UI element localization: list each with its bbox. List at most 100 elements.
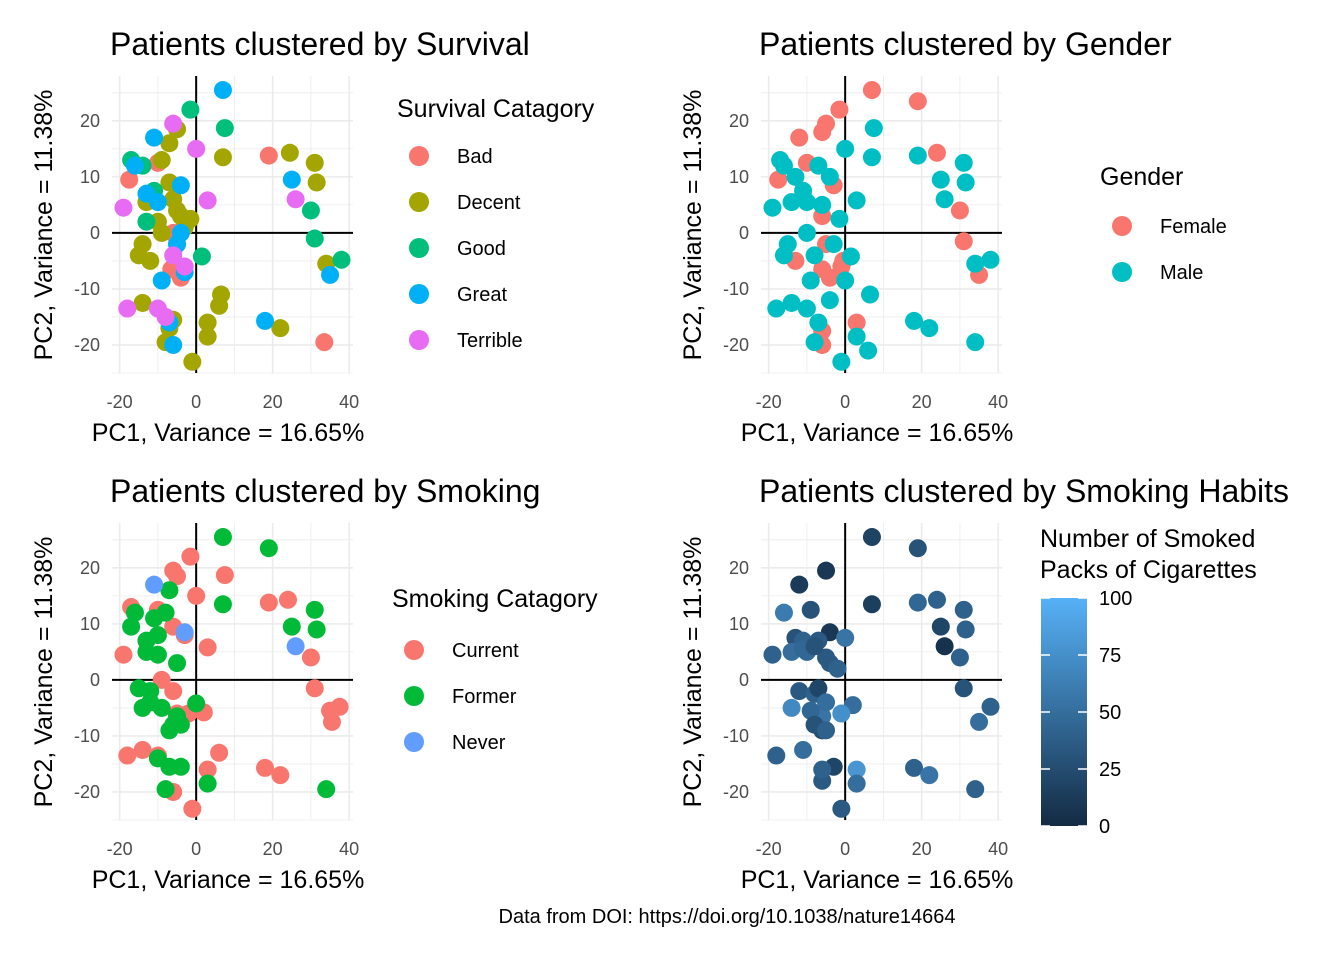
data-point — [213, 528, 232, 547]
data-point — [935, 637, 954, 656]
data-point — [908, 539, 927, 558]
x-tick-label: 20 — [912, 839, 932, 859]
data-point — [908, 146, 927, 165]
data-point — [213, 148, 232, 167]
data-point — [148, 193, 167, 212]
y-tick-label: 0 — [90, 670, 100, 690]
legend-title: Smoking Catagory — [392, 585, 598, 613]
data-point — [210, 743, 229, 762]
legend-label: Male — [1160, 262, 1203, 284]
y-tick-label: 10 — [80, 614, 100, 634]
colorbar-tick-label: 0 — [1099, 816, 1110, 838]
data-point — [305, 229, 324, 248]
data-point — [133, 293, 152, 312]
data-point — [847, 313, 866, 332]
legend-item: Great — [409, 284, 507, 306]
data-point — [148, 626, 167, 645]
y-tick-label: -10 — [723, 726, 749, 746]
data-point — [809, 679, 828, 698]
y-tick-label: 20 — [729, 558, 749, 578]
data-point — [956, 173, 975, 192]
data-point — [152, 223, 171, 242]
data-point — [301, 648, 320, 667]
data-point — [137, 212, 156, 231]
y-tick-label: 20 — [80, 558, 100, 578]
data-point — [809, 156, 828, 175]
legend-title: Gender — [1100, 163, 1183, 191]
x-tick-label: 40 — [339, 392, 359, 412]
data-point — [797, 299, 816, 318]
data-point — [164, 246, 183, 265]
data-point — [805, 246, 824, 265]
data-point — [156, 307, 175, 326]
x-tick-label: -20 — [107, 839, 133, 859]
data-point — [813, 123, 832, 142]
legend-label: Never — [452, 732, 506, 754]
x-axis-label: PC1, Variance = 16.65% — [92, 866, 365, 894]
y-tick-label: 10 — [80, 167, 100, 187]
data-point — [164, 682, 183, 701]
legend-swatch — [409, 146, 429, 166]
legend-label: Good — [457, 238, 506, 260]
data-point — [175, 257, 194, 276]
data-point — [278, 590, 297, 609]
data-point — [966, 254, 985, 273]
data-point — [836, 628, 855, 647]
y-tick-label: 10 — [729, 167, 749, 187]
data-point — [171, 176, 190, 195]
source-caption: Data from DOI: https://doi.org/10.1038/n… — [498, 906, 956, 928]
x-tick-label: 20 — [263, 392, 283, 412]
data-point — [305, 153, 324, 172]
data-point — [317, 780, 336, 799]
data-point — [187, 139, 206, 158]
data-point — [836, 139, 855, 158]
data-point — [114, 198, 133, 217]
legend-swatch — [409, 284, 429, 304]
legend-swatch — [409, 238, 429, 258]
data-point — [256, 758, 275, 777]
data-point — [307, 620, 326, 639]
data-point — [156, 603, 175, 622]
data-point — [181, 547, 200, 566]
legend-swatch — [409, 192, 429, 212]
data-point — [847, 774, 866, 793]
data-point — [782, 293, 801, 312]
data-point — [315, 333, 334, 352]
data-point — [286, 190, 305, 209]
y-tick-label: 0 — [90, 223, 100, 243]
legend-item: Current — [404, 640, 519, 662]
data-point — [183, 799, 202, 818]
y-tick-label: -20 — [74, 335, 100, 355]
legend: Gender Female Male — [1100, 163, 1227, 284]
legend-title: Survival Catagory — [397, 95, 595, 123]
x-tick-label: 20 — [912, 392, 932, 412]
data-point — [114, 645, 133, 664]
data-point — [950, 201, 969, 220]
data-point — [824, 235, 843, 254]
legend-label: Terrible — [457, 330, 523, 352]
y-tick-label: -20 — [723, 782, 749, 802]
data-point — [927, 590, 946, 609]
legend-item: Terrible — [409, 330, 523, 352]
data-point — [122, 617, 141, 636]
data-point — [282, 170, 301, 189]
colorbar-title: Packs of Cigarettes — [1040, 556, 1257, 584]
colorbar-tick-label: 25 — [1099, 759, 1121, 781]
x-tick-label: -20 — [107, 392, 133, 412]
y-axis-label: PC2, Variance = 11.38% — [679, 90, 707, 361]
data-point — [927, 143, 946, 162]
y-axis-label: PC2, Variance = 11.38% — [30, 90, 58, 361]
legend-item: Former — [404, 686, 517, 708]
data-point — [820, 268, 839, 287]
y-tick-label: -10 — [74, 726, 100, 746]
data-point — [307, 173, 326, 192]
data-point — [120, 170, 139, 189]
y-tick-label: 0 — [739, 670, 749, 690]
data-point — [954, 600, 973, 619]
data-point — [168, 567, 187, 586]
chart-panel-4: -20 0 20 40 -20 -10 0 10 20 Patients clustered by… — [679, 473, 1289, 894]
data-point — [790, 128, 809, 147]
x-axis-label: PC1, Variance = 16.65% — [92, 419, 365, 447]
data-point — [198, 774, 217, 793]
